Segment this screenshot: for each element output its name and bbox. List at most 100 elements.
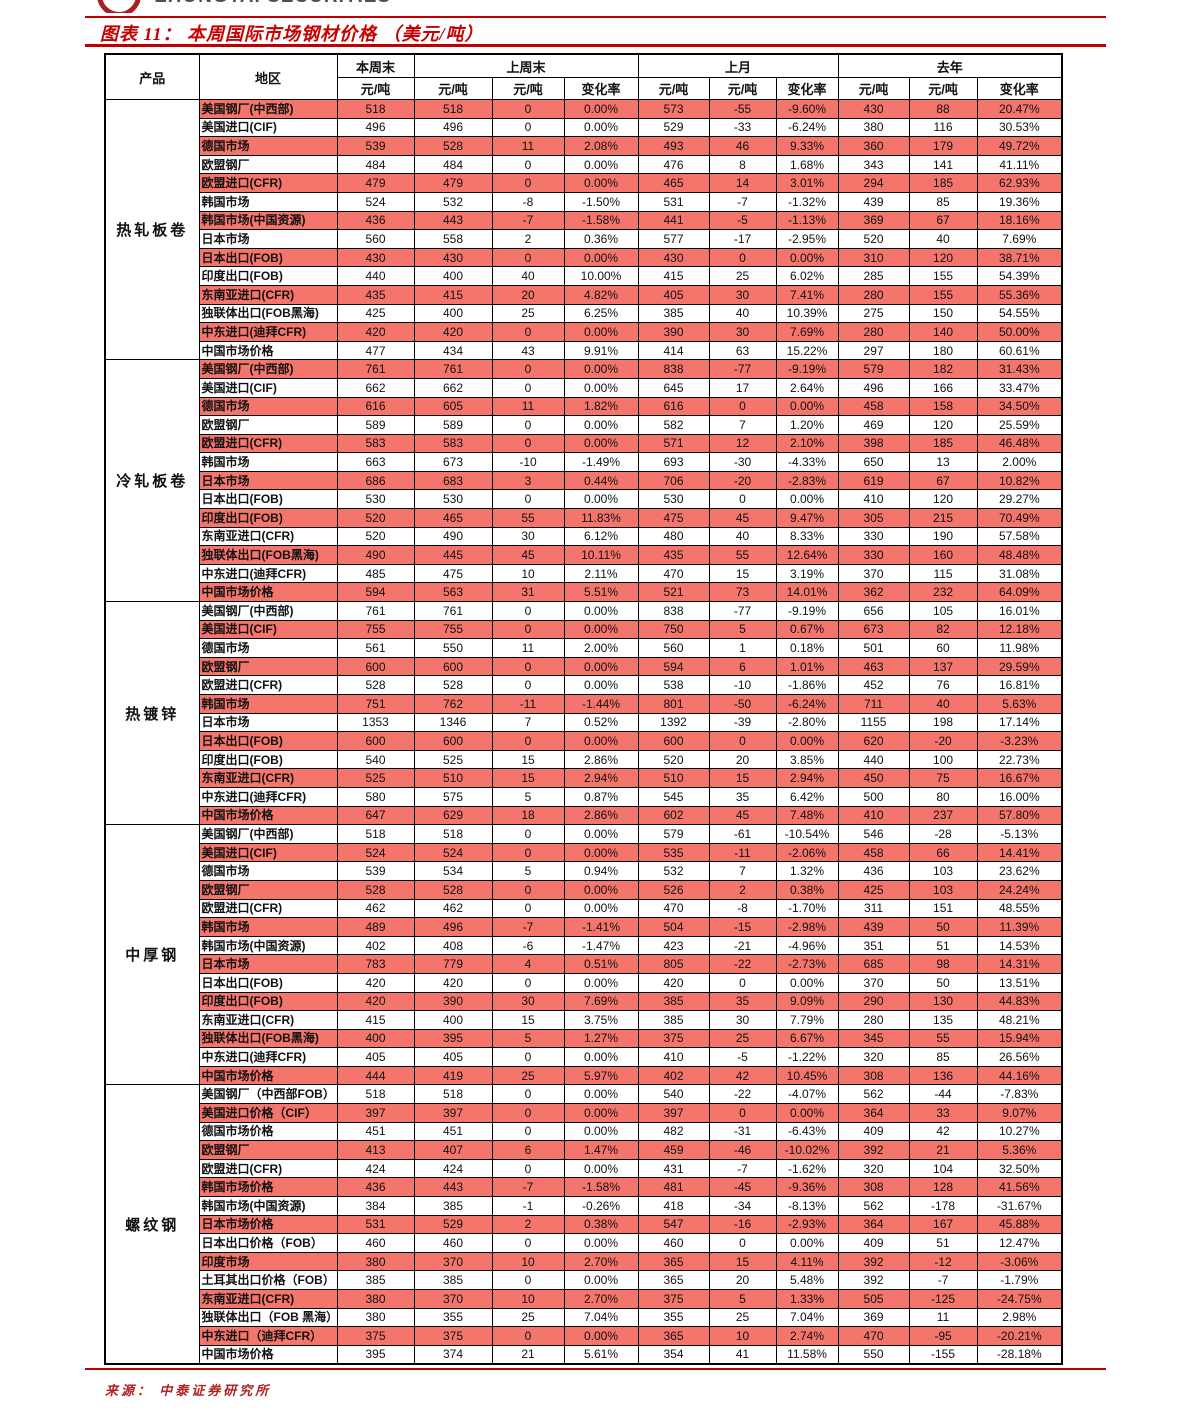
value-cell: 11.39% [976, 917, 1063, 937]
value-cell: 297 [837, 340, 910, 361]
value-cell: 50 [908, 972, 978, 993]
value-cell: 120 [908, 489, 978, 510]
value-cell: 460 [637, 1233, 710, 1253]
value-cell: 44.83% [976, 991, 1063, 1012]
value-cell: 0.00% [563, 99, 639, 119]
table-row: 德国市场 561 550 11 2.00% 560 1 0.18% 501 60 11.98% [105, 638, 1063, 658]
value-cell: 0 [491, 824, 565, 844]
value-cell: 410 [637, 1047, 710, 1067]
value-cell: 458 [837, 842, 910, 863]
region-cell: 中国市场价格 [198, 1065, 338, 1086]
table-row: 德国市场价格 451 451 0 0.00% 482 -31 -6.43% 409 42 10.27… [105, 1121, 1063, 1142]
value-cell: 43 [491, 340, 565, 361]
value-cell: 424 [413, 1158, 493, 1179]
value-cell: 25 [708, 1307, 777, 1328]
value-cell: 10.27% [976, 1121, 1063, 1142]
value-cell: -10 [708, 675, 777, 695]
value-cell: 0 [491, 898, 565, 919]
value-cell: 0.00% [775, 1103, 839, 1123]
header-subcol-cell: 变化率 [976, 77, 1063, 100]
value-cell: 440 [837, 749, 910, 770]
value-cell: 285 [837, 266, 910, 286]
region-cell: 中东进口(迪拜CFR) [198, 1047, 338, 1067]
region-cell: 东南亚进口(CFR) [198, 1289, 338, 1309]
value-cell: 0.00% [563, 1084, 639, 1105]
value-cell: 5 [708, 619, 777, 640]
value-cell: 420 [637, 972, 710, 993]
value-cell: 14.53% [976, 935, 1063, 956]
value-cell: 0 [708, 489, 777, 510]
value-cell: 24.24% [976, 879, 1063, 900]
value-cell: -1.47% [563, 935, 639, 956]
value-cell: 518 [413, 824, 493, 844]
value-cell: 35 [708, 786, 777, 807]
region-cell: 韩国市场 [198, 917, 338, 937]
value-cell: 501 [837, 638, 910, 658]
value-cell: 0 [491, 1047, 565, 1067]
value-cell: 579 [637, 824, 710, 844]
source-note: 来源： 中泰证券研究所 [105, 1383, 272, 1398]
value-cell: 2 [491, 1214, 565, 1235]
region-cell: 韩国市场 [198, 452, 338, 472]
value-cell: 370 [413, 1289, 493, 1309]
value-cell: 23.62% [976, 861, 1063, 881]
value-cell: 128 [908, 1177, 978, 1198]
value-cell: 103 [908, 879, 978, 900]
value-cell: -61 [708, 824, 777, 844]
value-cell: 460 [336, 1233, 415, 1253]
table-row: 螺纹钢 美国钢厂（中西部FOB） 518 518 0 0.00% 540 -22 -4.07% 5… [104, 1084, 1063, 1365]
table-row: 东南亚进口(CFR) 525 510 15 2.94% 510 15 2.94% 450 75 16… [105, 768, 1063, 788]
value-cell: 420 [336, 991, 415, 1012]
value-cell: 32.50% [976, 1158, 1063, 1179]
table-row: 欧盟钢厂 413 407 6 1.47% 459 -46 -10.02% 392 21 5.36% [105, 1140, 1063, 1160]
value-cell: 445 [413, 545, 493, 565]
table-row: 中国市场价格 647 629 18 2.86% 602 45 7.48% 410 237 57.80… [105, 805, 1063, 826]
value-cell: 0.00% [563, 675, 639, 695]
value-cell: 430 [837, 99, 910, 119]
value-cell: 444 [336, 1065, 415, 1086]
value-cell: 392 [837, 1140, 910, 1160]
value-cell: 528 [413, 675, 493, 695]
header-subcol-cell: 元/吨 [413, 77, 493, 100]
value-cell: 380 [837, 117, 910, 138]
value-cell: -1 [491, 1196, 565, 1216]
value-cell: 320 [837, 1047, 910, 1067]
value-cell: 385 [413, 1196, 493, 1216]
value-cell: 33.47% [976, 377, 1063, 398]
value-cell: 398 [837, 433, 910, 454]
value-cell: 480 [637, 526, 710, 547]
value-cell: 573 [637, 99, 710, 119]
header-subcol-cell: 元/吨 [336, 77, 415, 100]
value-cell: 15 [708, 563, 777, 584]
value-cell: 400 [413, 303, 493, 324]
value-cell: 369 [837, 210, 910, 231]
value-cell: 525 [336, 768, 415, 788]
value-cell: 18 [491, 805, 565, 826]
value-cell: 605 [413, 396, 493, 417]
value-cell: 528 [336, 675, 415, 695]
value-cell: 375 [637, 1289, 710, 1309]
value-cell: 530 [413, 489, 493, 510]
value-cell: 3.19% [775, 563, 839, 584]
value-cell: 385 [637, 991, 710, 1012]
value-cell: 0.00% [563, 1233, 639, 1253]
value-cell: -28 [908, 824, 978, 844]
header-subcol-cell: 变化率 [775, 77, 839, 100]
value-cell: 518 [413, 99, 493, 119]
value-cell: 369 [837, 1307, 910, 1328]
value-cell: 1155 [837, 712, 910, 733]
value-cell: 308 [837, 1065, 910, 1086]
value-cell: 45 [708, 508, 777, 528]
value-cell: 545 [637, 786, 710, 807]
value-cell: 600 [336, 731, 415, 751]
value-cell: 750 [637, 619, 710, 640]
value-cell: -22 [708, 954, 777, 974]
value-cell: 563 [413, 582, 493, 603]
value-cell: 683 [413, 470, 493, 491]
value-cell: 579 [837, 359, 910, 379]
table-row: 独联体出口(FOB黑海) 425 400 25 6.25% 385 40 10.39% 275 1… [105, 303, 1063, 324]
value-cell: 490 [413, 526, 493, 547]
table-row: 美国进口(CIF) 524 524 0 0.00% 535 -11 -2.06% 458 66 14… [105, 842, 1063, 863]
table-row: 欧盟进口(CFR) 528 528 0 0.00% 538 -10 -1.86% 452 76 16… [105, 675, 1063, 695]
value-cell: 5 [491, 1028, 565, 1049]
